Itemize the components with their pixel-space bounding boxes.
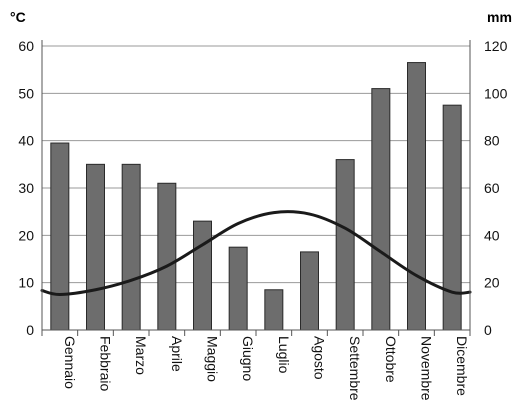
right-axis-ticks: 0 20 40 60 80 100 120: [484, 38, 508, 338]
precipitation-bar: [50, 142, 70, 331]
month-label: Giugno: [240, 336, 256, 381]
right-tick-label: 100: [484, 85, 508, 101]
left-tick-label: 20: [18, 227, 34, 243]
left-tick-label: 60: [18, 38, 34, 54]
right-tick-label: 60: [484, 180, 500, 196]
right-tick-label: 80: [484, 133, 500, 149]
right-tick-label: 40: [484, 227, 500, 243]
precipitation-bar: [228, 246, 248, 331]
precipitation-bar: [442, 104, 462, 331]
left-tick-label: 0: [26, 322, 34, 338]
precipitation-bar: [121, 163, 141, 331]
month-label: Novembre: [419, 336, 435, 401]
precipitation-bar: [300, 251, 319, 331]
axes: [41, 40, 471, 336]
month-label: Maggio: [205, 336, 221, 382]
precipitation-bar: [264, 289, 284, 331]
left-tick-label: 40: [18, 133, 34, 149]
precipitation-bar: [335, 159, 355, 331]
month-label: Aprile: [169, 336, 185, 372]
month-label: Luglio: [276, 336, 292, 374]
temperature-line: [40, 210, 472, 297]
month-label: Agosto: [312, 336, 328, 380]
precipitation-bars: [50, 62, 462, 331]
precipitation-bar: [157, 182, 177, 331]
month-label: Marzo: [133, 336, 149, 375]
precipitation-bar: [371, 88, 391, 331]
right-axis-unit: mm: [487, 9, 512, 25]
month-label: Gennaio: [62, 336, 78, 389]
month-label: Febbraio: [98, 336, 114, 391]
month-label: Settembre: [347, 336, 363, 401]
precipitation-bar: [86, 163, 105, 331]
month-labels: Gennaio Febbraio Marzo Aprile Maggio Giugno Lu…: [62, 336, 470, 401]
left-tick-label: 50: [18, 85, 34, 101]
left-axis-ticks: 0 10 20 30 40 50 60: [18, 38, 34, 338]
right-tick-label: 120: [484, 38, 508, 54]
right-tick-label: 20: [484, 275, 500, 291]
gridlines: [42, 45, 470, 284]
right-tick-label: 0: [484, 322, 492, 338]
left-tick-label: 10: [18, 275, 34, 291]
month-label: Dicembre: [454, 336, 470, 396]
left-tick-label: 30: [18, 180, 34, 196]
month-label: Ottobre: [383, 336, 399, 383]
precipitation-bar: [407, 62, 426, 331]
precipitation-bar: [193, 220, 212, 331]
left-axis-unit: °C: [10, 9, 26, 25]
